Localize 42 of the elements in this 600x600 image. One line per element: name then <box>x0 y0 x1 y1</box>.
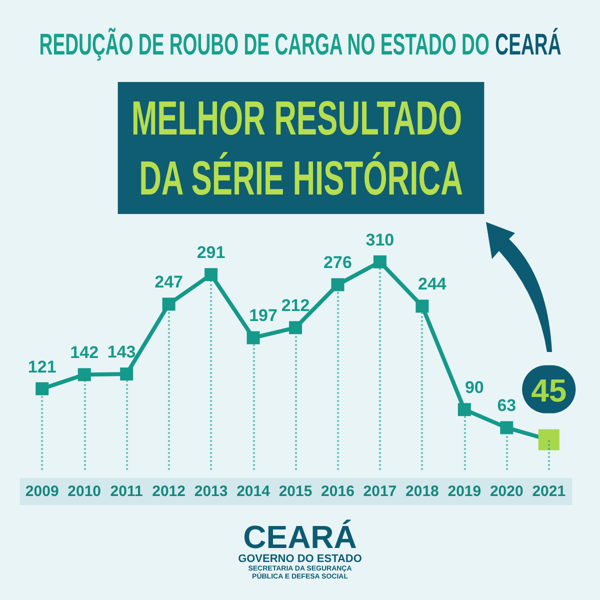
point <box>78 368 91 382</box>
x-tick-label: 2020 <box>490 483 524 500</box>
x-tick-label: 2012 <box>152 483 186 500</box>
data-label: 291 <box>196 243 226 262</box>
x-tick-label: 2009 <box>25 483 59 500</box>
data-label: 276 <box>324 253 352 272</box>
point <box>373 255 386 268</box>
x-tick-label: 2011 <box>110 483 143 500</box>
point <box>36 382 49 396</box>
point <box>162 298 176 311</box>
text: CEARÁ <box>243 519 357 555</box>
point <box>458 403 471 416</box>
point <box>289 321 302 334</box>
data-label: 45 <box>531 372 567 408</box>
x-tick-label: 2018 <box>406 483 439 500</box>
data-label: 121 <box>28 357 56 376</box>
point <box>331 278 344 292</box>
x-tick-label: 2013 <box>194 483 228 500</box>
data-label: 310 <box>366 230 394 250</box>
text: GOVERNO DO ESTADO <box>238 553 362 565</box>
point <box>204 268 218 282</box>
x-tick-label: 2017 <box>363 483 397 500</box>
data-label: 90 <box>464 378 484 398</box>
chart-title: REDUÇÃO DE ROUBO DE CARGA NO ESTADO DO CEARÁ <box>39 26 562 62</box>
point <box>246 331 260 344</box>
data-label: 197 <box>249 306 278 326</box>
chart-subtitle: MELHOR RESULTADO DA SÉRIE HISTÓRICA <box>131 90 471 206</box>
point <box>120 367 134 380</box>
x-tick-label: 2015 <box>278 483 312 500</box>
x-tick-label: 2021 <box>532 483 566 500</box>
point <box>416 300 429 313</box>
point <box>500 421 514 434</box>
data-label: 142 <box>70 343 99 362</box>
x-tick-label: 2014 <box>236 483 271 500</box>
data-label: 247 <box>154 272 183 292</box>
x-tick-label: 2019 <box>448 483 482 500</box>
data-label: 143 <box>107 342 136 362</box>
data-label: 244 <box>418 274 447 294</box>
data-label: 212 <box>281 296 310 316</box>
data-label: 63 <box>497 396 516 416</box>
x-tick-label: 2016 <box>321 483 354 500</box>
x-tick-label: 2010 <box>68 483 102 500</box>
